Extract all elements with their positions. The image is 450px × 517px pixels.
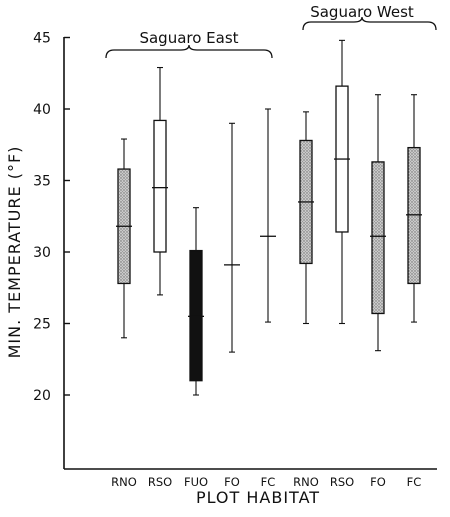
x-category-label-3: FUO bbox=[184, 475, 208, 489]
x-axis-title: PLOT HABITAT bbox=[196, 488, 320, 507]
y-tick-label-25: 25 bbox=[33, 317, 51, 333]
x-category-label-4: FO bbox=[224, 475, 240, 489]
y-axis-ticks: 20 25 30 35 40 45 bbox=[33, 31, 70, 404]
box-iqr bbox=[189, 249, 203, 382]
box-1-rno bbox=[116, 138, 132, 339]
box-3-fuo bbox=[188, 207, 204, 396]
box-6-rno bbox=[298, 111, 314, 325]
x-axis-category-labels: RNO RSO FUO FO FC RNO RSO FO FC bbox=[111, 475, 421, 489]
box-7-rso bbox=[334, 39, 350, 325]
y-tick-label-35: 35 bbox=[33, 174, 51, 190]
group-braces: Saguaro East Saguaro West bbox=[105, 3, 437, 59]
x-category-label-6: RNO bbox=[293, 475, 319, 489]
box-9-fc bbox=[406, 94, 422, 323]
x-category-label-1: RNO bbox=[111, 475, 137, 489]
box-plots bbox=[116, 39, 422, 396]
y-axis-title: MIN. TEMPERATURE (°F) bbox=[5, 146, 24, 359]
group-brace-2 bbox=[302, 16, 437, 31]
x-category-label-7: RSO bbox=[330, 475, 354, 489]
y-tick-label-20: 20 bbox=[33, 388, 51, 404]
box-iqr bbox=[371, 161, 385, 315]
group-label-2: Saguaro West bbox=[310, 3, 414, 21]
x-category-label-8: FO bbox=[370, 475, 386, 489]
y-tick-label-40: 40 bbox=[33, 102, 51, 118]
group-brace-1 bbox=[105, 44, 273, 59]
box-4-fo bbox=[224, 122, 240, 353]
x-category-label-9: FC bbox=[407, 475, 422, 489]
x-category-label-5: FC bbox=[261, 475, 276, 489]
box-2-rso bbox=[152, 66, 168, 296]
box-iqr bbox=[407, 146, 421, 285]
box-5-fc bbox=[260, 108, 276, 323]
y-tick-label-30: 30 bbox=[33, 245, 51, 261]
box-iqr bbox=[153, 119, 167, 253]
x-category-label-2: RSO bbox=[148, 475, 172, 489]
group-label-1: Saguaro East bbox=[139, 29, 238, 47]
y-tick-label-45: 45 bbox=[33, 31, 51, 47]
box-8-fo bbox=[370, 94, 386, 352]
